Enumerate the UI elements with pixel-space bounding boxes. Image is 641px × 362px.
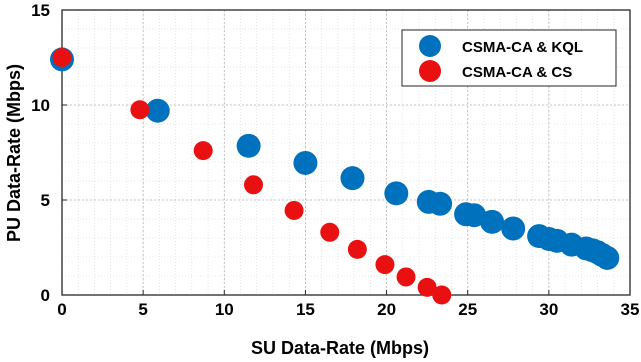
- x-tick-label: 25: [458, 300, 477, 319]
- legend-label-cs: CSMA-CA & CS: [462, 64, 572, 81]
- y-tick-label: 0: [41, 286, 50, 305]
- cs-data-point: [417, 277, 437, 297]
- cs-data-point: [396, 267, 416, 287]
- axis-ticks: 0 5 10 15 20 25 30 35 0 5 10 15: [31, 1, 639, 319]
- kql-data-point: [595, 245, 620, 270]
- legend-marker-kql: [419, 35, 441, 57]
- x-tick-label: 15: [296, 300, 315, 319]
- x-axis-label: SU Data-Rate (Mbps): [251, 338, 429, 358]
- x-tick-label: 20: [377, 300, 396, 319]
- y-tick-label: 15: [31, 1, 50, 20]
- data-markers: [50, 47, 620, 305]
- plot-area: [61, 9, 631, 296]
- x-tick-label: 0: [57, 300, 66, 319]
- kql-data-point: [340, 166, 365, 191]
- x-tick-label: 35: [621, 300, 640, 319]
- cs-data-point: [432, 285, 452, 305]
- cs-data-point: [375, 255, 395, 275]
- kql-data-point: [236, 133, 261, 158]
- cs-data-point: [320, 222, 340, 242]
- y-tick-label: 10: [31, 96, 50, 115]
- legend: CSMA-CA & KQL CSMA-CA & CS: [401, 29, 617, 87]
- legend-label-kql: CSMA-CA & KQL: [462, 39, 583, 56]
- x-tick-label: 30: [539, 300, 558, 319]
- kql-data-point: [293, 150, 318, 175]
- kql-data-point: [428, 191, 453, 216]
- legend-marker-cs: [419, 60, 441, 82]
- cs-data-point: [243, 175, 263, 195]
- cs-data-point: [130, 100, 150, 120]
- cs-data-point: [193, 141, 213, 161]
- x-tick-label: 10: [215, 300, 234, 319]
- y-tick-label: 5: [41, 191, 50, 210]
- cs-data-point: [347, 239, 367, 259]
- cs-data-point: [284, 200, 304, 220]
- cs-data-point: [52, 48, 72, 67]
- kql-data-point: [480, 209, 505, 234]
- kql-data-point: [145, 98, 170, 123]
- kql-data-point: [384, 181, 409, 206]
- kql-data-point: [501, 216, 526, 241]
- x-tick-label: 5: [138, 300, 147, 319]
- y-axis-label: PU Data-Rate (Mbps): [4, 64, 24, 242]
